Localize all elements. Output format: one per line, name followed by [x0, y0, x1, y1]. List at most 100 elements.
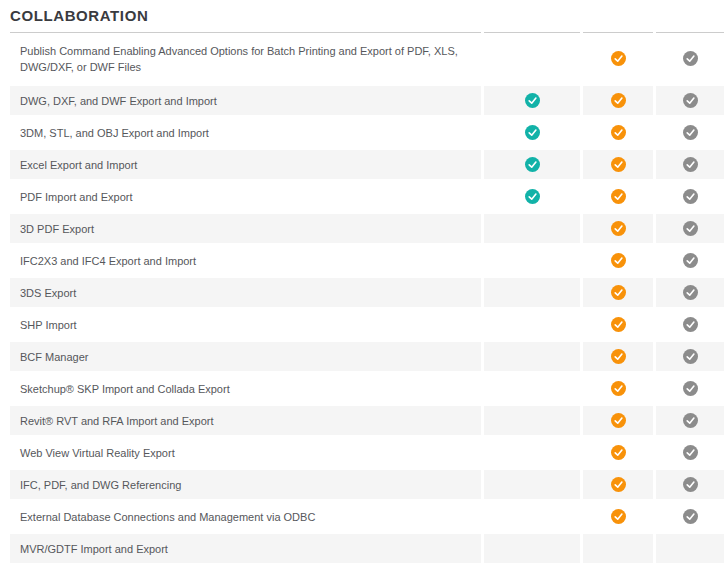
table-row: Web View Virtual Reality Export	[10, 438, 724, 467]
check-cell	[484, 278, 580, 307]
check-cell	[656, 406, 724, 435]
gray-check-icon	[683, 189, 698, 204]
check-cell	[583, 118, 653, 147]
check-cell	[484, 86, 580, 115]
table-row: Sketchup® SKP Import and Collada Export	[10, 374, 724, 403]
check-cell	[583, 438, 653, 467]
feature-name: DWG, DXF, and DWF Export and Import	[10, 86, 481, 115]
feature-name: 3D PDF Export	[10, 214, 481, 243]
orange-check-icon	[611, 189, 626, 204]
feature-name: 3DS Export	[10, 278, 481, 307]
feature-name: Excel Export and Import	[10, 150, 481, 179]
check-cell	[656, 470, 724, 499]
check-cell	[656, 246, 724, 275]
check-cell	[583, 310, 653, 339]
gray-check-icon	[683, 51, 698, 66]
orange-check-icon	[611, 51, 626, 66]
table-row: Publish Command Enabling Advanced Option…	[10, 34, 724, 83]
table-row: Revit® RVT and RFA Import and Export	[10, 406, 724, 435]
check-cell	[484, 342, 580, 371]
check-cell	[484, 374, 580, 403]
check-cell	[484, 246, 580, 275]
check-cell	[583, 214, 653, 243]
gray-check-icon	[683, 413, 698, 428]
check-cell	[583, 182, 653, 211]
section-title: COLLABORATION	[10, 0, 481, 32]
orange-check-icon	[611, 349, 626, 364]
table-row: External Database Connections and Manage…	[10, 502, 724, 531]
feature-name: PDF Import and Export	[10, 182, 481, 211]
check-cell	[484, 470, 580, 499]
check-cell	[656, 150, 724, 179]
check-cell	[656, 438, 724, 467]
check-cell	[656, 86, 724, 115]
orange-check-icon	[611, 157, 626, 172]
check-cell	[583, 34, 653, 83]
table-row: 3D PDF Export	[10, 214, 724, 243]
check-cell	[583, 150, 653, 179]
gray-check-icon	[683, 381, 698, 396]
feature-name: External Database Connections and Manage…	[10, 502, 481, 531]
check-cell	[484, 150, 580, 179]
header-column-1	[484, 0, 580, 33]
table-row: BCF Manager	[10, 342, 724, 371]
check-cell	[484, 438, 580, 467]
check-cell	[583, 246, 653, 275]
table-row: 3DM, STL, and OBJ Export and Import	[10, 118, 724, 147]
table-row: 3DS Export	[10, 278, 724, 307]
feature-name: BCF Manager	[10, 342, 481, 371]
header-column-3	[656, 0, 724, 33]
check-cell	[484, 182, 580, 211]
table-row: SHP Import	[10, 310, 724, 339]
gray-check-icon	[683, 93, 698, 108]
check-cell	[484, 310, 580, 339]
check-cell	[583, 406, 653, 435]
check-cell	[484, 534, 580, 563]
check-cell	[656, 214, 724, 243]
orange-check-icon	[611, 93, 626, 108]
check-cell	[656, 534, 724, 563]
gray-check-icon	[683, 317, 698, 332]
orange-check-icon	[611, 381, 626, 396]
teal-check-icon	[525, 189, 540, 204]
feature-name: 3DM, STL, and OBJ Export and Import	[10, 118, 481, 147]
orange-check-icon	[611, 509, 626, 524]
feature-table-body: Publish Command Enabling Advanced Option…	[10, 34, 724, 563]
check-cell	[583, 374, 653, 403]
check-cell	[656, 374, 724, 403]
check-cell	[583, 470, 653, 499]
gray-check-icon	[683, 157, 698, 172]
table-row: IFC, PDF, and DWG Referencing	[10, 470, 724, 499]
orange-check-icon	[611, 445, 626, 460]
table-row: DWG, DXF, and DWF Export and Import	[10, 86, 724, 115]
orange-check-icon	[611, 285, 626, 300]
check-cell	[656, 342, 724, 371]
gray-check-icon	[683, 509, 698, 524]
feature-name: Revit® RVT and RFA Import and Export	[10, 406, 481, 435]
orange-check-icon	[611, 253, 626, 268]
check-cell	[484, 406, 580, 435]
check-cell	[656, 310, 724, 339]
teal-check-icon	[525, 125, 540, 140]
feature-name: MVR/GDTF Import and Export	[10, 534, 481, 563]
check-cell	[484, 214, 580, 243]
table-row: PDF Import and Export	[10, 182, 724, 211]
feature-name: SHP Import	[10, 310, 481, 339]
check-cell	[484, 34, 580, 83]
check-cell	[656, 118, 724, 147]
check-cell	[583, 534, 653, 563]
table-row: Excel Export and Import	[10, 150, 724, 179]
gray-check-icon	[683, 477, 698, 492]
teal-check-icon	[525, 93, 540, 108]
check-cell	[583, 502, 653, 531]
check-cell	[656, 182, 724, 211]
feature-name: IFC, PDF, and DWG Referencing	[10, 470, 481, 499]
feature-name: Web View Virtual Reality Export	[10, 438, 481, 467]
check-cell	[656, 34, 724, 83]
feature-name: Publish Command Enabling Advanced Option…	[10, 34, 481, 83]
feature-comparison-section: COLLABORATION Publish Command Enabling A…	[0, 0, 728, 563]
check-cell	[583, 342, 653, 371]
gray-check-icon	[683, 125, 698, 140]
gray-check-icon	[683, 285, 698, 300]
gray-check-icon	[683, 221, 698, 236]
